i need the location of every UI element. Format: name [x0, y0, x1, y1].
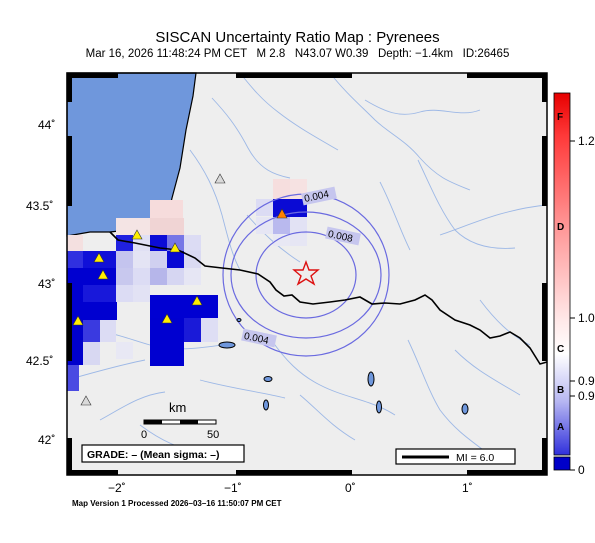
event-subtitle: Mar 16, 2026 11:48:24 PM CET M 2.8 N43.0… [85, 48, 510, 60]
lat-axis: 44˚ 43.5˚ 43˚ 42.5˚ 42˚ [26, 118, 55, 447]
stations [72, 173, 288, 406]
triangle-icon [169, 242, 181, 253]
grade-label: A [557, 422, 564, 433]
mi-text: MI = 6.0 [456, 452, 494, 464]
lon-axis: −2˚ −1˚ 0˚ 1˚ [108, 481, 473, 495]
lat-tick: 43˚ [38, 277, 55, 291]
contour-label: 0.004 [243, 331, 270, 347]
grade-text: GRADE: – (Mean sigma: –) [87, 449, 219, 461]
lon-tick: −1˚ [224, 481, 242, 495]
triangle-icon [161, 313, 173, 324]
frame-ticks [67, 73, 547, 475]
colorbar-value: 1.0 [578, 311, 595, 325]
lon-tick: 0˚ [345, 481, 356, 495]
grade-box: GRADE: – (Mean sigma: –) [81, 444, 245, 463]
triangle-icon [191, 295, 203, 306]
grade-label: B [557, 385, 564, 396]
triangle-icon [93, 252, 105, 263]
star-icon [292, 260, 320, 286]
lon-tick: −2˚ [108, 481, 126, 495]
scale-bar: km 0 50 [141, 400, 219, 441]
contour-label: 0.004 [303, 189, 330, 205]
map-title: SISCAN Uncertainty Ratio Map : Pyrenees [155, 29, 440, 46]
colorbar-value: 0 [578, 463, 585, 477]
triangle-icon [214, 173, 226, 184]
contour-labels: 0.004 0.008 0.004 [241, 186, 361, 348]
lat-tick: 43.5˚ [26, 199, 53, 213]
triangle-icon [80, 395, 92, 406]
lon-tick: 1˚ [462, 481, 473, 495]
grade-label: C [557, 344, 564, 355]
scale-tick: 0 [141, 429, 147, 441]
scale-tick: 50 [207, 429, 219, 441]
colorbar-value: 1.2 [578, 134, 595, 148]
triangle-icon [131, 229, 143, 240]
lat-tick: 42.5˚ [26, 354, 53, 368]
scale-unit: km [169, 400, 186, 415]
lat-tick: 42˚ [38, 433, 55, 447]
processing-footer: Map Version 1 Processed 2026–03–16 11:50… [72, 499, 282, 508]
colorbar-value: 0.9 [578, 389, 595, 403]
lakes [218, 318, 469, 415]
triangle-icon [97, 269, 109, 280]
triangle-icon [72, 315, 84, 326]
grade-label: F [557, 112, 563, 123]
contour-label: 0.008 [327, 229, 354, 245]
lat-tick: 44˚ [38, 118, 55, 132]
triangle-icon [276, 208, 288, 219]
colorbar-value: 0.9 [578, 374, 595, 388]
grade-label: D [557, 222, 564, 233]
colorbar: F D C B A 1.2 1.0 0.9 0.9 0 [553, 92, 595, 477]
border-line [109, 231, 548, 365]
grid-cells [67, 179, 307, 391]
mi-box: MI = 6.0 [395, 448, 516, 465]
